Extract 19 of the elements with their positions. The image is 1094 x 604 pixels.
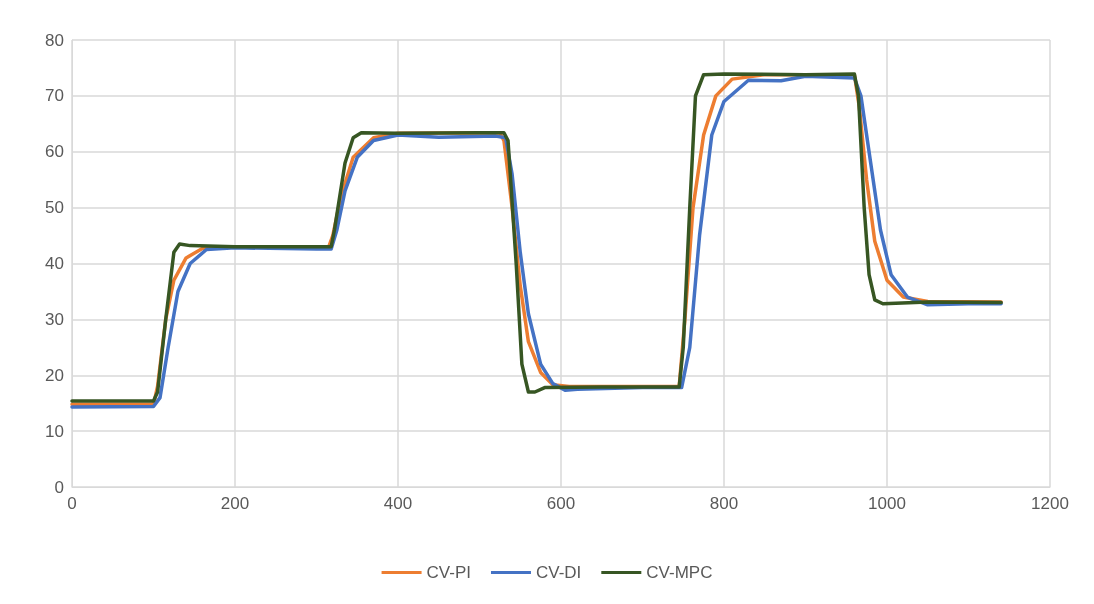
y-tick-label: 70 — [45, 86, 64, 106]
x-tick-label: 1000 — [868, 494, 906, 513]
y-tick-label: 10 — [45, 421, 64, 441]
legend-label: CV-PI — [426, 563, 471, 582]
y-tick-label: 80 — [45, 30, 64, 50]
legend-label: CV-DI — [535, 563, 582, 582]
x-tick-label: 600 — [546, 494, 576, 513]
x-tick-label: 1200 — [1031, 494, 1069, 513]
y-tick-label: 60 — [45, 142, 64, 162]
x-tick-label: 0 — [67, 494, 77, 513]
x-tick-label: 200 — [220, 494, 250, 513]
x-tick-label: 400 — [383, 494, 413, 513]
y-tick-label: 30 — [45, 309, 64, 329]
y-tick-label: 20 — [45, 365, 64, 385]
y-tick-label: 40 — [45, 254, 64, 273]
y-tick-label: 50 — [45, 198, 64, 218]
legend-label: CV-MPC — [646, 563, 713, 582]
y-tick-label: 0 — [54, 477, 64, 497]
x-tick-label: 800 — [709, 494, 739, 513]
